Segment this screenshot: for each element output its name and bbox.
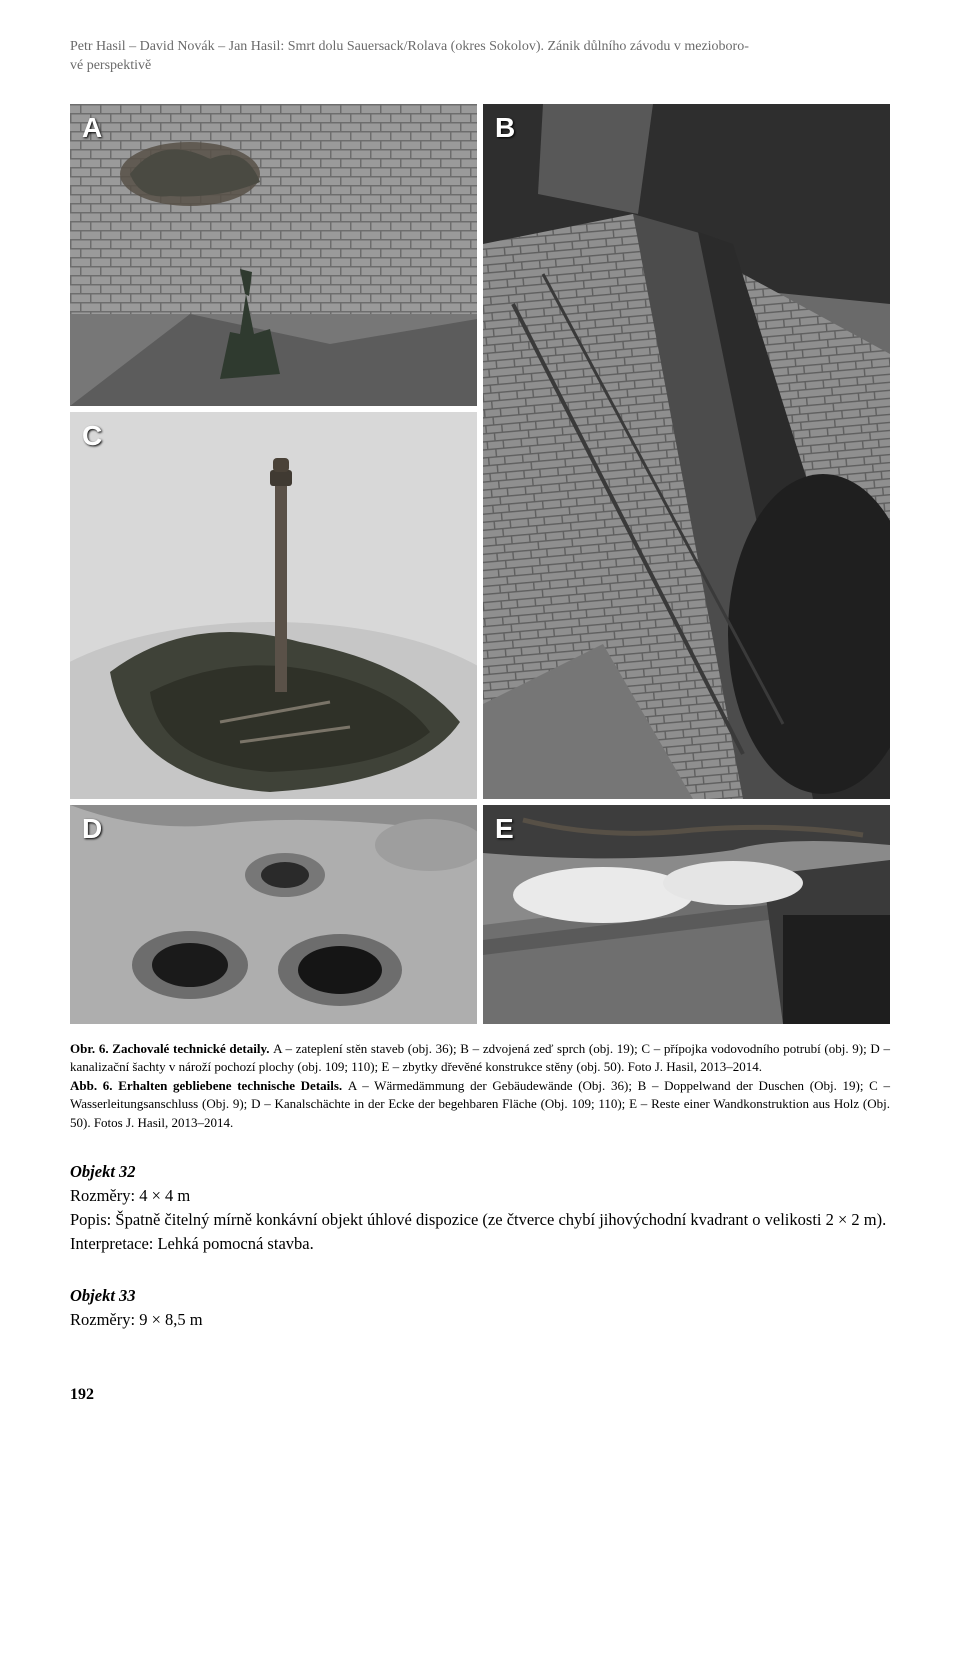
figure-panel-d: D (70, 805, 477, 1024)
panel-letter-b: B (489, 110, 521, 146)
object-32-popis: Popis: Špatně čitelný mírně konkávní obj… (70, 1208, 890, 1232)
object-32-rozmery: Rozměry: 4 × 4 m (70, 1184, 890, 1208)
panel-letter-d: D (76, 811, 108, 847)
panel-letter-a: A (76, 110, 108, 146)
caption-de-lead: Abb. 6. Erhalten gebliebene technische D… (70, 1078, 348, 1093)
figure-row-top: A (70, 104, 890, 799)
figure-panel-c: C (70, 412, 477, 799)
panel-letter-e: E (489, 811, 520, 847)
figure-panel-e: E (483, 805, 890, 1024)
figure-panel-a: A (70, 104, 477, 406)
page-number: 192 (70, 1386, 890, 1404)
running-head-line1: Petr Hasil – David Novák – Jan Hasil: Sm… (70, 39, 749, 54)
object-32-interpretace: Interpretace: Lehká pomocná stavba. (70, 1232, 890, 1256)
caption-cz-lead: Obr. 6. Zachovalé technické detaily. (70, 1041, 273, 1056)
object-33-heading: Objekt 33 (70, 1286, 890, 1306)
panel-letter-c: C (76, 418, 108, 454)
figure-row-bottom: D E (70, 805, 890, 1024)
figure-6: A (70, 104, 890, 1132)
running-head-line2: vé perspektivě (70, 58, 151, 73)
figure-left-column: A (70, 104, 477, 799)
object-32-heading: Objekt 32 (70, 1162, 890, 1182)
running-head: Petr Hasil – David Novák – Jan Hasil: Sm… (70, 38, 890, 76)
figure-caption: Obr. 6. Zachovalé technické detaily. A –… (70, 1040, 890, 1132)
object-33-rozmery: Rozměry: 9 × 8,5 m (70, 1308, 890, 1332)
figure-panel-b: B (483, 104, 890, 799)
